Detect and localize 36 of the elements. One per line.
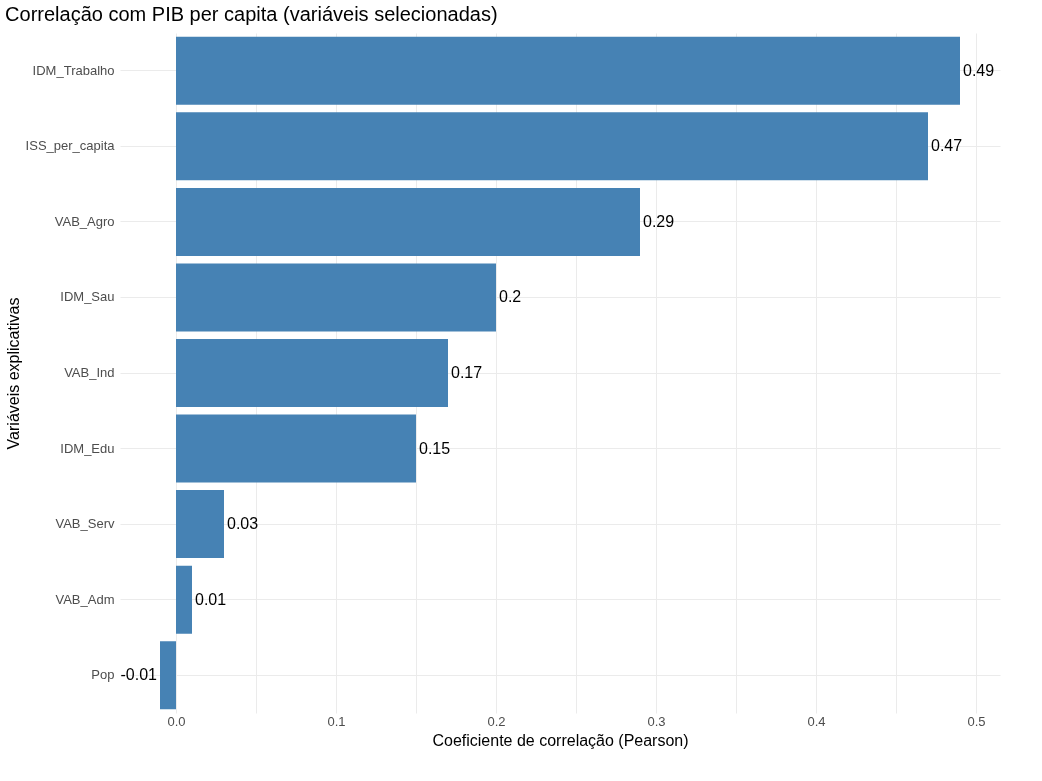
data-label: 0.17 [451,364,483,381]
x-tick-label: 0.0 [167,713,186,729]
data-label: 0.15 [419,439,451,457]
bar [176,414,416,483]
bar [176,263,496,332]
y-axis-title: Variáveis explicativas [4,297,22,450]
bar [176,112,928,181]
data-label: 0.49 [963,61,995,79]
y-tick-label: VAB_Ind [64,365,115,380]
bar [176,36,960,105]
y-tick-label: IDM_Edu [60,440,115,456]
data-label: 0.01 [195,590,227,608]
y-tick-label: ISS_per_capita [25,138,116,154]
y-tick-label: VAB_Serv [55,516,115,532]
y-tick-label: Pop [91,667,115,683]
y-tick-label: IDM_Trabalho [32,62,115,78]
bar [176,339,448,407]
x-tick-label: 0.1 [327,713,346,729]
data-label: 0.2 [499,288,522,306]
y-tick-label: VAB_Adm [55,591,115,607]
x-axis-title: Coeficiente de correlação (Pearson) [432,731,689,749]
data-label: 0.47 [931,137,963,155]
data-label: 0.03 [227,515,259,533]
data-label: 0.29 [643,212,675,230]
x-tick-label: 0.3 [647,713,666,729]
data-label: -0.01 [120,666,158,684]
x-tick-label: 0.4 [807,713,826,729]
x-tick-label: 0.5 [967,713,986,729]
y-tick-label: VAB_Agro [54,213,115,229]
bar [176,490,224,559]
y-tick-label: IDM_Sau [60,289,115,305]
bar [160,641,176,710]
x-tick-label: 0.2 [487,713,506,729]
bar [176,565,192,634]
chart-title: Correlação com PIB per capita (variáveis selecionadas) [5,3,498,25]
bar [176,187,640,256]
